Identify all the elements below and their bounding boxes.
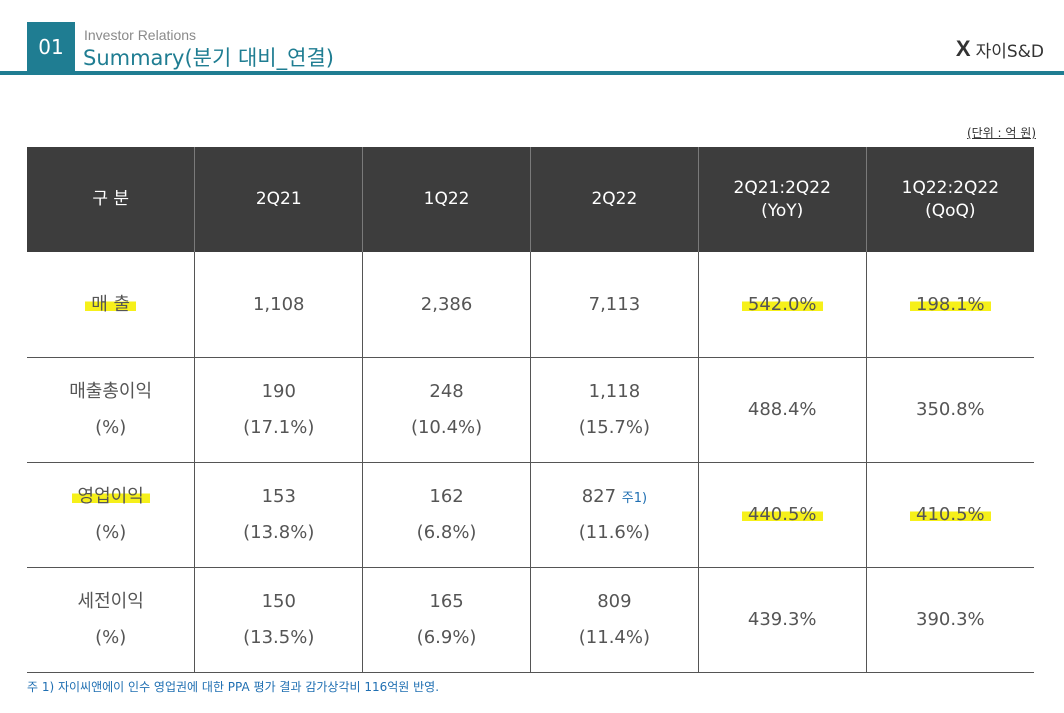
highlighted-value: 410.5% — [910, 503, 991, 525]
table-cell: 190 (17.1%) — [194, 357, 364, 463]
highlighted-label: 매 출 — [85, 293, 137, 315]
header-rule — [0, 71, 1064, 75]
table-cell: 542.0% — [698, 252, 867, 358]
cell-percent: (15.7%) — [578, 416, 651, 438]
table-cell: 162 (6.8%) — [362, 462, 531, 568]
column-header-label: 1Q22:2Q22 — [901, 177, 1000, 198]
section-subtitle: Investor Relations — [84, 27, 197, 43]
row-label-text: 매출총이익 — [69, 381, 153, 403]
row-label-sub: (%) — [95, 626, 127, 648]
table-cell: 153 (13.8%) — [194, 462, 364, 568]
column-header-label: 2Q21:2Q22 — [733, 177, 831, 198]
column-header-sublabel: (YoY) — [761, 200, 804, 221]
row-label: 세전이익 (%) — [27, 567, 196, 673]
table-row: 매 출 1,108 2,386 7,113 542.0% 198.1% — [27, 252, 1034, 358]
unit-label: (단위 : 억 원) — [966, 126, 1036, 140]
table-row: 영업이익 (%) 153 (13.8%) 162 (6.8%) 827 주1) (11.… — [27, 462, 1034, 568]
column-header-label: 2Q22 — [591, 189, 638, 210]
column-header-sublabel: (QoQ) — [925, 200, 976, 221]
column-header: 2Q22 — [530, 147, 699, 252]
slide-number: 01 — [27, 22, 75, 72]
cell-value: 827 — [581, 486, 617, 508]
table-cell: 150 (13.5%) — [194, 567, 364, 673]
row-label-text: 세전이익 — [77, 591, 144, 613]
cell-percent: (6.8%) — [416, 521, 477, 543]
cell-value: 248 — [429, 381, 464, 403]
table-cell: 248 (10.4%) — [362, 357, 531, 463]
row-label: 매출총이익 (%) — [27, 357, 196, 463]
cell-percent: (17.1%) — [243, 416, 315, 438]
table-cell: 410.5% — [866, 462, 1034, 568]
table-cell: 2,386 — [362, 252, 531, 358]
cell-percent: (13.8%) — [243, 521, 315, 543]
company-logo: X 자이S&D — [956, 36, 1044, 62]
row-label-sub: (%) — [95, 521, 127, 543]
row-label: 매 출 — [27, 252, 196, 358]
logo-text: 자이S&D — [975, 41, 1044, 62]
table-cell: 827 주1) (11.6%) — [530, 462, 699, 568]
column-header: 2Q21:2Q22 (YoY) — [698, 147, 867, 252]
page-title: Summary(분기 대비_연결) — [83, 46, 334, 70]
column-header: 2Q21 — [194, 147, 364, 252]
highlighted-value: 198.1% — [910, 293, 991, 315]
cell-percent: (11.4%) — [578, 626, 651, 648]
table-row: 세전이익 (%) 150 (13.5%) 165 (6.9%) 809 (11.4%) … — [27, 567, 1034, 673]
xi-logo-icon: X — [955, 36, 971, 61]
row-label-sub: (%) — [95, 416, 127, 438]
table-header-row: 구 분 2Q21 1Q22 2Q22 2Q21:2Q22 (YoY) 1Q22:2… — [27, 147, 1034, 252]
row-label: 영업이익 (%) — [27, 462, 196, 568]
header: 01 Investor Relations Summary(분기 대비_연결) … — [0, 0, 1064, 78]
table-cell: 7,113 — [530, 252, 699, 358]
table-cell: 350.8% — [866, 357, 1034, 463]
table-cell: 1,108 — [194, 252, 364, 358]
column-header-label: 구 분 — [92, 189, 129, 210]
table-cell: 198.1% — [866, 252, 1034, 358]
cell-percent: (6.9%) — [416, 626, 477, 648]
table-cell: 488.4% — [698, 357, 867, 463]
cell-value: 190 — [261, 381, 296, 403]
table-cell: 165 (6.9%) — [362, 567, 531, 673]
cell-value: 165 — [429, 591, 464, 613]
highlighted-value: 542.0% — [741, 293, 823, 315]
cell-percent: (10.4%) — [410, 416, 483, 438]
cell-value: 150 — [261, 591, 296, 613]
column-header-label: 2Q21 — [255, 189, 302, 210]
highlighted-value: 440.5% — [741, 503, 823, 525]
footnote: 주 1) 자이씨앤에이 인수 영업권에 대한 PPA 평가 결과 감가상각비 1… — [27, 680, 440, 694]
cell-value: 1,118 — [588, 381, 641, 403]
table-cell: 390.3% — [866, 567, 1034, 673]
table-cell: 440.5% — [698, 462, 867, 568]
column-header-label: 1Q22 — [423, 189, 470, 210]
footnote-marker: 주1) — [621, 491, 648, 507]
column-header: 구 분 — [27, 147, 196, 252]
table-cell: 809 (11.4%) — [530, 567, 699, 673]
table-cell: 439.3% — [698, 567, 867, 673]
highlighted-label: 영업이익 — [71, 486, 150, 508]
column-header: 1Q22:2Q22 (QoQ) — [866, 147, 1034, 252]
table-row: 매출총이익 (%) 190 (17.1%) 248 (10.4%) 1,118 (15.… — [27, 357, 1034, 463]
table-cell: 1,118 (15.7%) — [530, 357, 699, 463]
cell-percent: (13.5%) — [243, 626, 315, 648]
cell-percent: (11.6%) — [578, 521, 651, 543]
cell-value: 153 — [261, 486, 296, 508]
column-header: 1Q22 — [362, 147, 531, 252]
cell-value: 162 — [429, 486, 464, 508]
cell-value: 809 — [597, 591, 632, 613]
summary-table: 구 분 2Q21 1Q22 2Q22 2Q21:2Q22 (YoY) 1Q22:2… — [27, 147, 1034, 673]
